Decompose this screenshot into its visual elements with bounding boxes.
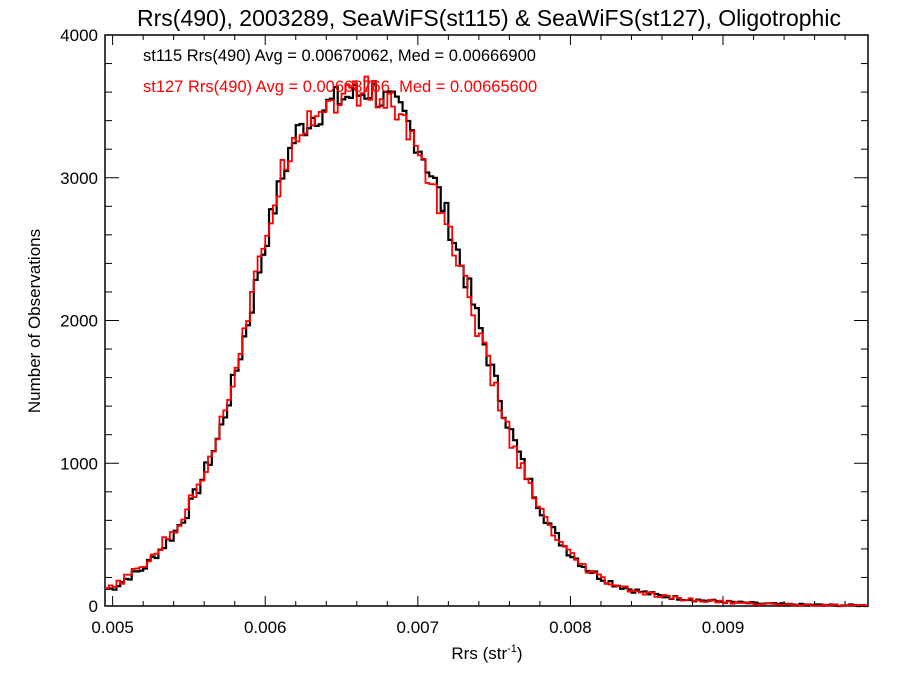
x-tick-label: 0.005 [91, 618, 134, 637]
plot-area: 0.005 0.006 0.007 0.008 0.009 0 1000 2000 3000 4… [60, 26, 869, 637]
y-tick-label: 2000 [60, 312, 98, 331]
x-tick-label: 0.006 [244, 618, 287, 637]
x-axis-ticks: 0.005 0.006 0.007 0.008 0.009 [91, 35, 846, 637]
y-axis-label: Number of Observations [25, 229, 44, 413]
y-tick-label: 3000 [60, 169, 98, 188]
series-st127-line [105, 75, 868, 607]
y-tick-label: 4000 [60, 26, 98, 45]
series-group [105, 75, 868, 608]
annotation-st127: st127 Rrs(490) Avg = 0.00668766, Med = 0… [143, 78, 537, 96]
x-axis-label: Rrs (str-1) [451, 643, 522, 663]
x-tick-label: 0.009 [702, 618, 745, 637]
y-axis-ticks: 0 1000 2000 3000 4000 [60, 26, 868, 616]
y-tick-label: 1000 [60, 454, 98, 473]
chart-title: Rrs(490), 2003289, SeaWiFS(st115) & SeaW… [137, 5, 841, 31]
y-tick-label: 0 [89, 597, 98, 616]
plot-frame [104, 34, 869, 607]
x-axis-label-superscript: -1 [507, 643, 517, 655]
x-tick-label: 0.008 [549, 618, 592, 637]
annotation-st115: st115 Rrs(490) Avg = 0.00670062, Med = 0… [143, 47, 536, 65]
x-tick-label: 0.007 [397, 618, 440, 637]
